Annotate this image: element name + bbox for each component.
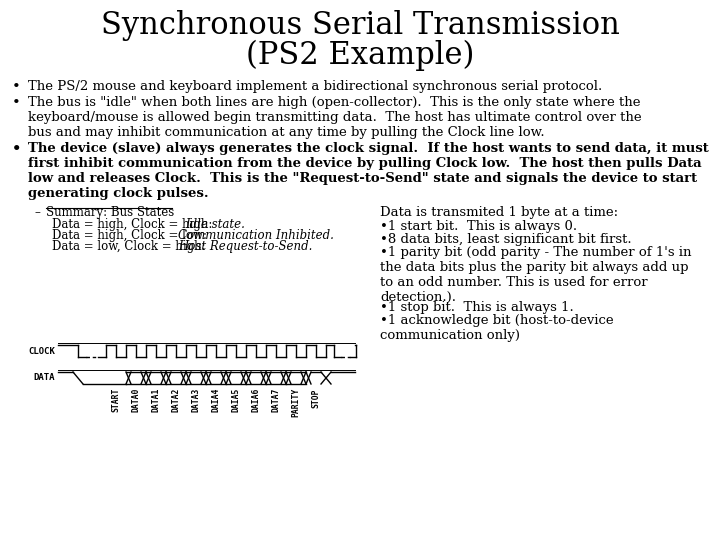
Text: •: • <box>12 142 22 156</box>
Text: •1 stop bit.  This is always 1.: •1 stop bit. This is always 1. <box>380 301 574 314</box>
Text: The PS/2 mouse and keyboard implement a bidirectional synchronous serial protoco: The PS/2 mouse and keyboard implement a … <box>28 80 602 93</box>
Text: •1 start bit.  This is always 0.: •1 start bit. This is always 0. <box>380 220 577 233</box>
Text: Synchronous Serial Transmission: Synchronous Serial Transmission <box>101 10 619 41</box>
Text: (PS2 Example): (PS2 Example) <box>246 40 474 71</box>
Text: Host Request-to-Send.: Host Request-to-Send. <box>178 240 312 253</box>
Text: Data = low, Clock = high:: Data = low, Clock = high: <box>52 240 213 253</box>
Text: DATA2: DATA2 <box>171 388 181 413</box>
Text: CLOCK: CLOCK <box>28 347 55 355</box>
Text: DATA7: DATA7 <box>271 388 281 413</box>
Text: •1 parity bit (odd parity - The number of 1's in
the data bits plus the parity b: •1 parity bit (odd parity - The number o… <box>380 246 691 304</box>
Text: The device (slave) always generates the clock signal.  If the host wants to send: The device (slave) always generates the … <box>28 142 708 200</box>
Text: DATA: DATA <box>34 374 55 382</box>
Text: PARITY: PARITY <box>292 388 300 417</box>
Text: DAIA6: DAIA6 <box>251 388 261 413</box>
Text: DATA3: DATA3 <box>192 388 200 413</box>
Text: DATA0: DATA0 <box>132 388 140 413</box>
Text: •1 acknowledge bit (host-to-device
communication only): •1 acknowledge bit (host-to-device commu… <box>380 314 613 342</box>
Text: Communication Inhibited.: Communication Inhibited. <box>178 229 334 242</box>
Text: DAIA5: DAIA5 <box>232 388 240 413</box>
Text: The bus is "idle" when both lines are high (open-collector).  This is the only s: The bus is "idle" when both lines are hi… <box>28 96 642 139</box>
Text: Summary: Bus States: Summary: Bus States <box>46 206 174 219</box>
Text: DAIA4: DAIA4 <box>212 388 220 413</box>
Text: •8 data bits, least significant bit first.: •8 data bits, least significant bit firs… <box>380 233 631 246</box>
Text: Data = high, Clock = high:: Data = high, Clock = high: <box>52 218 220 231</box>
Text: DATA1: DATA1 <box>151 388 161 413</box>
Text: Idle state.: Idle state. <box>185 218 245 231</box>
Text: Data is transmited 1 byte at a time:: Data is transmited 1 byte at a time: <box>380 206 618 219</box>
Text: •: • <box>12 96 21 110</box>
Text: Data = high, Clock = low:: Data = high, Clock = low: <box>52 229 215 242</box>
Text: STOP: STOP <box>312 388 320 408</box>
Text: –: – <box>34 206 40 219</box>
Text: •: • <box>12 80 21 94</box>
Text: START: START <box>112 388 120 413</box>
